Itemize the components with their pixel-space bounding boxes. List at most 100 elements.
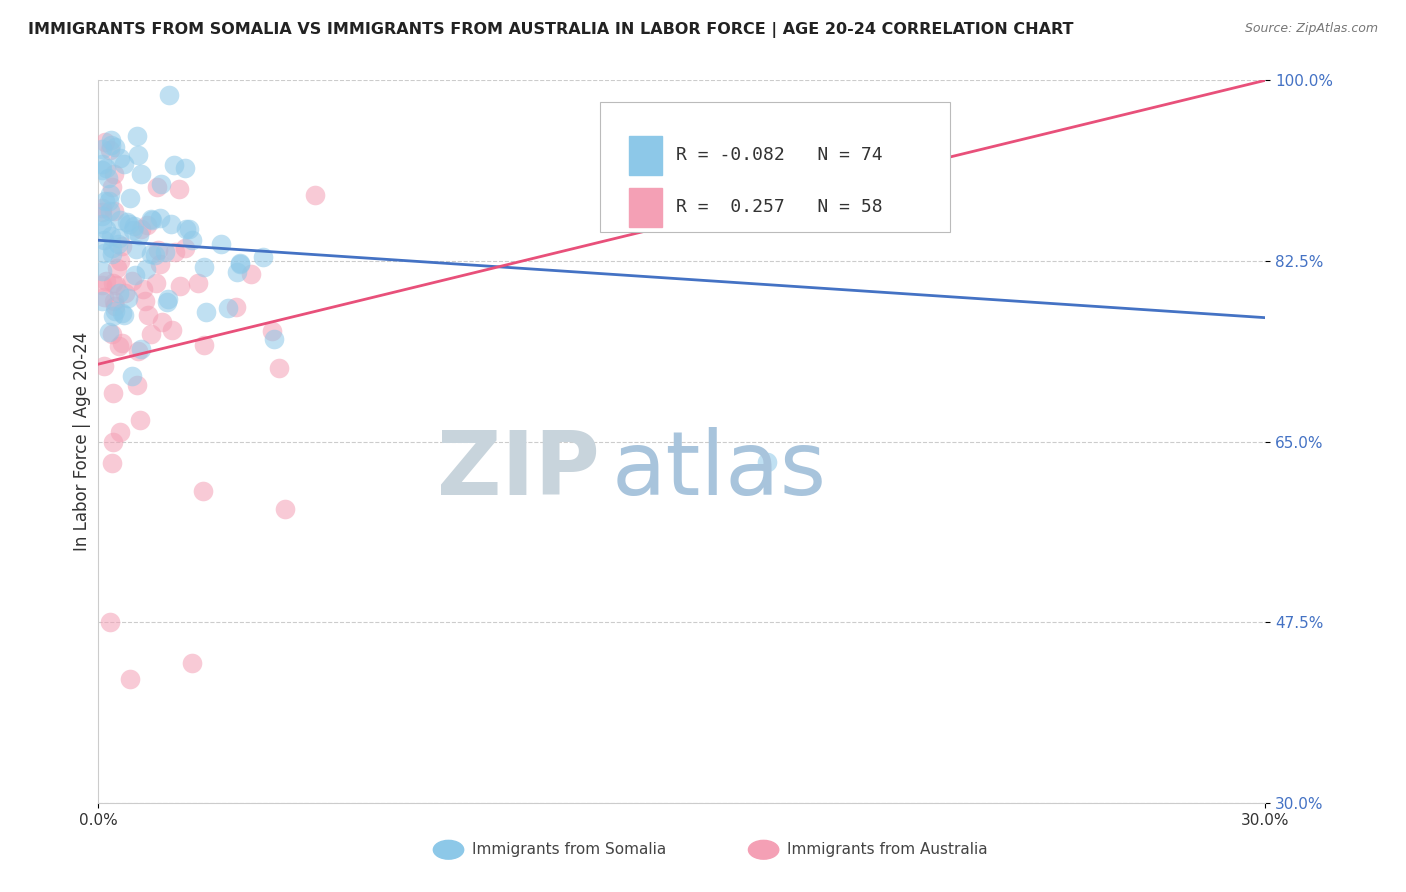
Point bbox=[101, 434, 124, 449]
Point bbox=[209, 236, 232, 251]
Point bbox=[104, 299, 127, 313]
Point bbox=[169, 279, 191, 293]
Point bbox=[134, 293, 156, 308]
Point bbox=[124, 242, 146, 256]
Point bbox=[94, 194, 117, 208]
Point bbox=[107, 285, 129, 300]
Point bbox=[756, 455, 779, 469]
Point bbox=[103, 386, 125, 401]
Point bbox=[139, 212, 162, 227]
Point bbox=[157, 88, 180, 103]
Point bbox=[101, 179, 124, 194]
Point bbox=[124, 268, 146, 282]
Point bbox=[180, 233, 202, 247]
FancyBboxPatch shape bbox=[600, 102, 950, 232]
Point bbox=[129, 222, 152, 236]
Text: IMMIGRANTS FROM SOMALIA VS IMMIGRANTS FROM AUSTRALIA IN LABOR FORCE | AGE 20-24 : IMMIGRANTS FROM SOMALIA VS IMMIGRANTS FR… bbox=[28, 22, 1074, 38]
Point bbox=[160, 217, 183, 231]
Text: R = -0.082   N = 74: R = -0.082 N = 74 bbox=[676, 146, 883, 164]
Point bbox=[262, 324, 284, 338]
Point bbox=[138, 308, 160, 322]
Point bbox=[91, 209, 114, 223]
Point bbox=[91, 264, 114, 278]
Point bbox=[135, 219, 157, 233]
Point bbox=[121, 369, 143, 384]
Point bbox=[167, 182, 190, 196]
Point bbox=[104, 277, 127, 292]
Point bbox=[146, 243, 169, 257]
Point bbox=[101, 326, 124, 341]
Point bbox=[105, 260, 128, 275]
Point bbox=[141, 212, 163, 227]
Point bbox=[107, 237, 129, 252]
Point bbox=[162, 158, 184, 172]
Point bbox=[225, 265, 247, 279]
Point bbox=[115, 215, 138, 229]
Point bbox=[91, 294, 114, 309]
Point bbox=[114, 286, 136, 301]
Point bbox=[91, 204, 114, 219]
Point bbox=[132, 282, 155, 296]
Point bbox=[122, 223, 145, 237]
Text: R =  0.257   N = 58: R = 0.257 N = 58 bbox=[676, 198, 883, 217]
Point bbox=[252, 250, 274, 264]
Point bbox=[108, 425, 131, 439]
Point bbox=[93, 290, 115, 304]
Point bbox=[127, 129, 149, 144]
Point bbox=[229, 258, 252, 272]
Point bbox=[128, 227, 150, 242]
Point bbox=[117, 291, 139, 305]
Point bbox=[112, 157, 135, 171]
Point bbox=[141, 327, 163, 342]
Point bbox=[128, 413, 150, 427]
Point bbox=[93, 233, 115, 247]
Point bbox=[101, 309, 124, 323]
Point bbox=[108, 151, 131, 165]
Y-axis label: In Labor Force | Age 20-24: In Labor Force | Age 20-24 bbox=[73, 332, 91, 551]
Point bbox=[112, 308, 135, 322]
Point bbox=[156, 292, 179, 306]
Point bbox=[162, 323, 184, 337]
Point bbox=[150, 178, 173, 192]
Point bbox=[263, 332, 285, 346]
Point bbox=[98, 615, 121, 630]
Point bbox=[150, 315, 173, 329]
Point bbox=[195, 305, 218, 319]
Point bbox=[91, 217, 114, 231]
Point bbox=[101, 456, 124, 470]
Point bbox=[104, 139, 127, 153]
Point bbox=[274, 501, 297, 516]
Point bbox=[149, 257, 172, 271]
Point bbox=[94, 135, 117, 149]
Point bbox=[108, 254, 131, 268]
Point bbox=[163, 244, 186, 259]
Point bbox=[100, 133, 122, 147]
Point bbox=[108, 213, 131, 227]
Point bbox=[107, 231, 129, 245]
Point bbox=[174, 242, 197, 256]
Text: atlas: atlas bbox=[612, 427, 827, 514]
Point bbox=[173, 161, 195, 175]
Point bbox=[111, 336, 134, 351]
Point bbox=[174, 222, 197, 236]
Point bbox=[100, 203, 122, 218]
Point bbox=[91, 163, 114, 178]
Point bbox=[98, 186, 121, 201]
Circle shape bbox=[433, 840, 464, 859]
Point bbox=[129, 343, 152, 357]
Point bbox=[98, 144, 121, 158]
Text: ZIP: ZIP bbox=[437, 427, 600, 514]
Point bbox=[91, 142, 114, 156]
Point bbox=[111, 306, 134, 320]
Point bbox=[100, 138, 122, 153]
Point bbox=[217, 301, 239, 315]
Point bbox=[101, 247, 124, 261]
Circle shape bbox=[748, 840, 779, 859]
Bar bbox=[630, 136, 662, 176]
Point bbox=[94, 274, 117, 288]
Point bbox=[145, 180, 167, 194]
Point bbox=[193, 484, 215, 499]
Point bbox=[193, 260, 215, 274]
Point bbox=[91, 278, 114, 293]
Point bbox=[239, 268, 262, 282]
